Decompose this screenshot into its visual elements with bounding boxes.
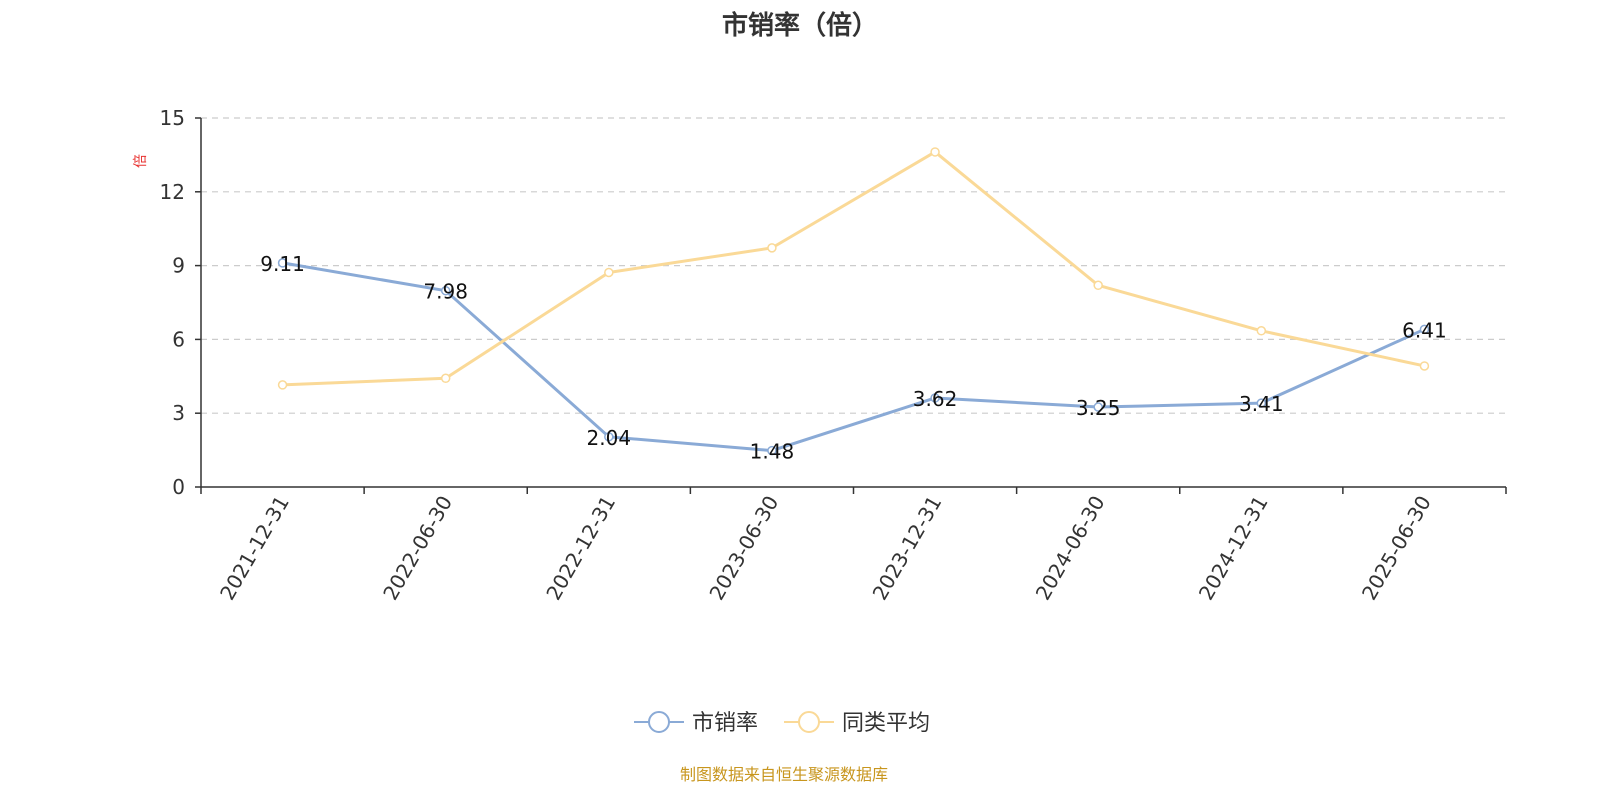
x-tick-label-0: 2021-12-31 (215, 492, 294, 605)
y-tick-label-0: 0 (172, 475, 185, 499)
x-axis-ticks: 2021-12-31 2022-06-30 2022-12-31 2023-06-30… (200, 487, 1507, 605)
series-1-point-1 (440, 373, 451, 384)
x-tick-label-4: 2023-12-31 (867, 492, 946, 605)
y-tick-label-4: 12 (160, 180, 185, 204)
series-1-point-2 (604, 267, 614, 278)
legend-marker-series-1 (798, 711, 820, 733)
y-tick-label-3: 9 (172, 254, 185, 278)
legend-label-series-1: 同类平均 (842, 711, 930, 736)
data-label-1: 7.98 (423, 280, 468, 304)
series-0-point-7 (1419, 324, 1430, 335)
x-tick-label-7: 2025-06-30 (1357, 492, 1436, 605)
x-tick-label-1: 2022-06-30 (378, 492, 457, 605)
axes (200, 118, 1506, 488)
x-tick-label-6: 2024-12-31 (1194, 492, 1273, 605)
series-layer (277, 147, 1430, 456)
series-0-point-2 (604, 432, 614, 442)
series-0-point-5 (1093, 402, 1103, 412)
series-1-point-5 (1093, 280, 1103, 291)
data-label-5: 3.25 (1076, 396, 1121, 420)
series-1-point-4 (930, 147, 940, 157)
y-axis-unit-label: 倍 (133, 154, 149, 168)
legend-marker-series-0 (648, 711, 670, 733)
series-line-0 (281, 261, 1426, 453)
x-tick-label-3: 2023-06-30 (704, 492, 783, 605)
series-line-1 (281, 150, 1426, 387)
series-0-point-3 (767, 445, 777, 456)
series-0-point-6 (1256, 398, 1267, 408)
legend-item-series-1[interactable]: 同类平均 (784, 711, 930, 736)
series-0-point-0 (277, 258, 288, 268)
series-1-point-3 (767, 243, 777, 253)
gridlines (201, 117, 1506, 414)
legend-label-series-0: 市销率 (692, 711, 758, 736)
data-labels: 9.11 7.98 2.04 1.48 3.62 3.25 3.41 6.41 (260, 252, 1446, 464)
legend[interactable]: 市销率 同类平均 (634, 711, 930, 736)
y-tick-label-5: 15 (160, 106, 185, 130)
legend-item-series-0[interactable]: 市销率 (634, 711, 758, 736)
y-tick-label-1: 3 (172, 401, 185, 425)
chart-title: 市销率（倍） (722, 10, 878, 41)
data-label-0: 9.11 (260, 252, 305, 276)
series-0-point-1 (440, 285, 451, 296)
data-label-3: 1.48 (750, 440, 795, 464)
source-note: 制图数据来自恒生聚源数据库 (680, 765, 888, 784)
series-1-point-7 (1419, 361, 1430, 371)
data-label-4: 3.62 (913, 387, 958, 411)
data-label-7: 6.41 (1402, 318, 1447, 342)
data-label-6: 3.41 (1239, 392, 1284, 416)
y-tick-label-2: 6 (172, 327, 185, 351)
data-label-2: 2.04 (587, 426, 632, 450)
series-1-point-0 (277, 380, 288, 390)
x-tick-label-5: 2024-06-30 (1031, 492, 1110, 605)
series-1-point-6 (1256, 326, 1267, 336)
x-tick-label-2: 2022-12-31 (541, 492, 620, 605)
y-axis-ticks: 0 3 6 9 12 15 (160, 106, 201, 499)
series-0-point-4 (930, 393, 940, 403)
